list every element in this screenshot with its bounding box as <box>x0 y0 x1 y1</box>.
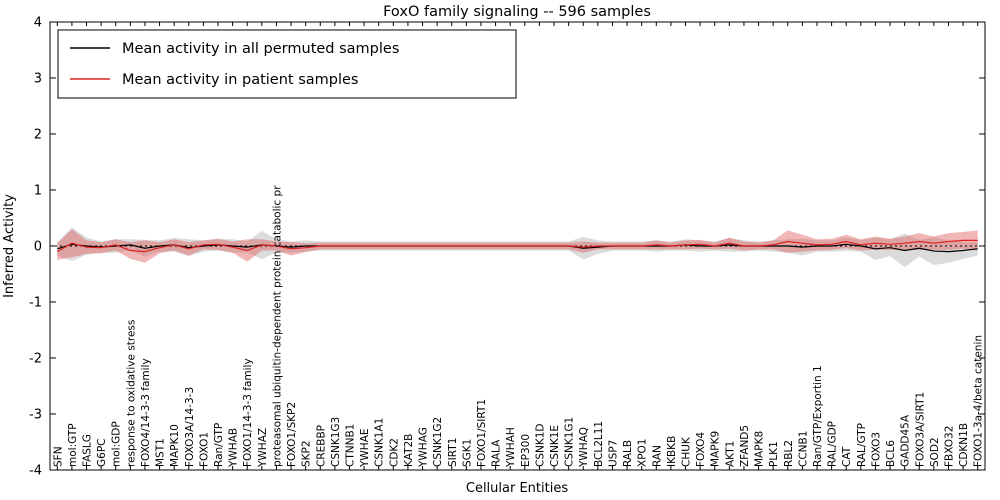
xtick-label: FOXO1/14-3-3 family <box>242 358 254 467</box>
xtick-label: CDK2 <box>388 438 400 467</box>
ytick-label: -4 <box>29 464 42 479</box>
xtick-label: BCL2L11 <box>593 421 605 467</box>
ytick-label: 3 <box>34 72 42 87</box>
xtick-label: CDKN1B <box>958 423 970 467</box>
xtick-label: G6PC <box>96 439 108 467</box>
legend-label: Mean activity in all permuted samples <box>122 41 399 57</box>
xtick-label: YWHAG <box>418 427 430 468</box>
xtick-label: mol:GDP <box>111 421 123 467</box>
xtick-label: YWHAZ <box>257 428 269 468</box>
xtick-label: BCL6 <box>885 440 897 467</box>
x-axis-label: Cellular Entities <box>466 481 568 496</box>
xtick-label: KAT2B <box>403 434 415 467</box>
xtick-label: CSNK1G3 <box>330 417 342 467</box>
xtick-label: CCNB1 <box>797 431 809 467</box>
xtick-label: SGK1 <box>461 439 473 467</box>
ytick-label: 2 <box>34 128 42 143</box>
xtick-label: FOXO3A/SIRT1 <box>914 392 926 467</box>
xtick-label: CSNK1A1 <box>374 418 386 467</box>
xtick-label: RAL/GDP <box>827 421 839 467</box>
ytick-label: 4 <box>34 16 42 31</box>
legend-label: Mean activity in patient samples <box>122 72 358 88</box>
xtick-label: Ran/GTP/Exportin 1 <box>812 365 824 467</box>
xtick-label: MAPK8 <box>754 431 766 467</box>
xtick-label: CREBBP <box>315 425 327 467</box>
xtick-label: Ran/GTP <box>213 423 225 467</box>
xtick-label: MST1 <box>155 438 167 467</box>
xtick-label: GADD45A <box>900 414 912 467</box>
xtick-label: IKBKB <box>666 436 678 467</box>
xtick-label: FOXO1/SKP2 <box>286 402 298 467</box>
xtick-label: ZFAND5 <box>739 425 751 467</box>
plot-area: -4 -3 -2 -1 0 1 2 3 4 SFN mol:GTP FASLG G6PC mol:GDP r… <box>29 16 986 479</box>
xtick-label: FOXO4/14-3-3 family <box>140 358 152 467</box>
ytick-label: -3 <box>29 408 42 423</box>
xtick-label: FASLG <box>82 434 94 467</box>
xtick-label: CHUK <box>681 436 693 467</box>
xtick-label: CSNK1E <box>549 425 561 467</box>
xtick-label: FOXO4 <box>695 432 707 467</box>
xtick-label: CSNK1G2 <box>432 417 444 467</box>
xtick-label: SFN <box>52 446 64 467</box>
xtick-label: SOD2 <box>929 437 941 467</box>
ytick-label: -2 <box>29 352 42 367</box>
xtick-label: SIRT1 <box>447 438 459 467</box>
xtick-label: FOXO1-3a-4/beta catenin <box>973 335 985 467</box>
legend-box <box>57 29 517 99</box>
xtick-label: YWHAE <box>359 428 371 468</box>
chart-title: FoxO family signaling -- 596 samples <box>383 4 651 20</box>
xtick-label: MAPK9 <box>710 431 722 467</box>
xtick-label: FBXO32 <box>943 426 955 467</box>
xtick-label: CAT <box>841 446 853 467</box>
xtick-label: CTNNB1 <box>344 424 356 467</box>
xtick-label: RAN <box>651 445 663 467</box>
xtick-label: CSNK1D <box>534 423 546 467</box>
y-axis-label: Inferred Activity <box>2 194 17 298</box>
ytick-label: 1 <box>34 184 42 199</box>
series-line-1 <box>57 239 978 253</box>
xtick-label: YWHAB <box>228 428 240 468</box>
xtick-label: CSNK1G1 <box>564 417 576 467</box>
legend-entry: Mean activity in patient samples <box>70 72 358 88</box>
ytick-label: -1 <box>29 296 42 311</box>
xtick-label: YWHAQ <box>578 427 590 468</box>
xtick-label: USP7 <box>607 440 619 467</box>
xtick-label: FOXO1 <box>198 432 210 467</box>
xtick-label: AKT1 <box>724 441 736 467</box>
series-band-0 <box>57 227 978 268</box>
xtick-label: XPO1 <box>637 439 649 467</box>
xtick-label: YWHAH <box>505 427 517 468</box>
xtick-label: FOXO3A/14-3-3 <box>184 387 196 467</box>
xtick-label: SKP2 <box>301 440 313 467</box>
xtick-label: FOXO3 <box>870 432 882 467</box>
xtick-label: RALB <box>622 440 634 467</box>
xtick-label: response to oxidative stress <box>125 320 137 467</box>
xtick-label: PLK1 <box>768 441 780 467</box>
xtick-label: RALA <box>491 439 503 467</box>
xtick-label: MAPK10 <box>169 424 181 467</box>
xtick-label: RBL2 <box>783 440 795 467</box>
xtick-label: mol:GTP <box>67 423 79 467</box>
xtick-label: FOXO1/SIRT1 <box>476 399 488 467</box>
legend: Mean activity in all permuted samples Mea… <box>57 29 517 99</box>
legend-entry: Mean activity in all permuted samples <box>70 41 399 57</box>
ytick-label: 0 <box>34 240 42 255</box>
xtick-label: proteasomal ubiquitin-dependent protein … <box>271 185 283 467</box>
xtick-label: EP300 <box>520 434 532 467</box>
xtick-label: RAL/GTP <box>856 423 868 467</box>
